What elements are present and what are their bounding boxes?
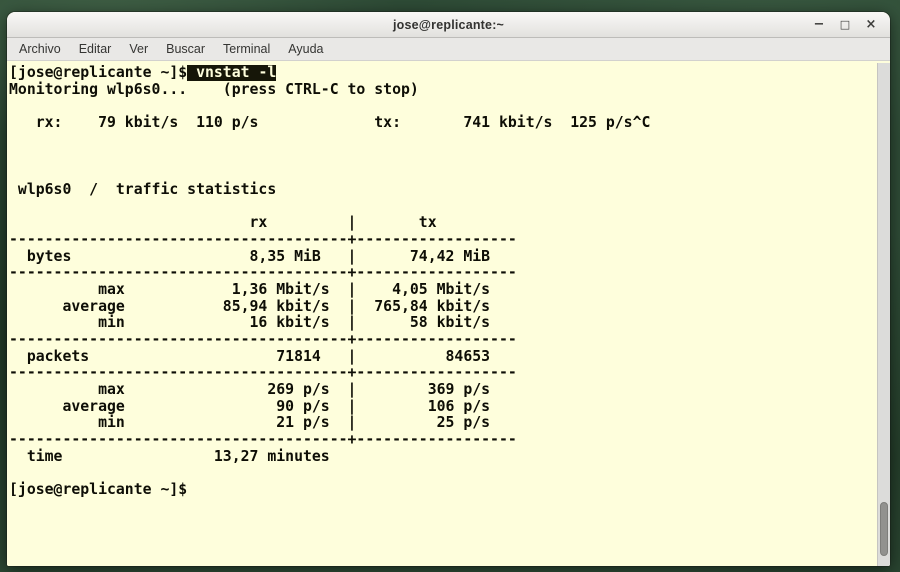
terminal-window: jose@replicante:~ − □ × Archivo Editar Ver… — [7, 12, 890, 566]
terminal-line: rx: 79 kbit/s 110 p/s tx: 741 kbit/s 125… — [9, 114, 875, 132]
menu-item-archivo[interactable]: Archivo — [19, 42, 61, 56]
terminal-text[interactable]: [jose@replicante ~]$ vnstat -l Monitoring… — [9, 65, 875, 566]
terminal-line: bytes 8,35 MiB | 74,42 MiB — [9, 247, 875, 266]
terminal-text-segment: min 21 p/s | 25 p/s — [9, 414, 491, 432]
menu-item-editar[interactable]: Editar — [78, 42, 112, 56]
terminal-text-segment: --------------------------------------+-… — [9, 364, 517, 382]
terminal-text-segment: --------------------------------------+-… — [9, 431, 517, 449]
terminal-line: --------------------------------------+-… — [9, 331, 875, 349]
terminal-text-segment: bytes 8,35 MiB | 74,42 MiB — [9, 247, 491, 265]
close-icon[interactable]: × — [865, 17, 877, 32]
terminal-text-segment: min 16 kbit/s | 58 kbit/s — [9, 314, 491, 332]
terminal-line: [jose@replicante ~]$ — [9, 481, 875, 499]
terminal-text-segment: wlp6s0 / traffic statistics — [9, 180, 277, 198]
terminal-line: wlp6s0 / traffic statistics — [9, 180, 875, 199]
terminal-line: packets 71814 | 84653 — [9, 347, 875, 366]
terminal-line: --------------------------------------+-… — [9, 365, 875, 382]
terminal-screen[interactable]: [jose@replicante ~]$ vnstat -l Monitoring… — [7, 63, 890, 566]
window-title: jose@replicante:~ — [392, 17, 505, 32]
terminal-line — [9, 132, 875, 149]
terminal-text-segment: average 85,94 kbit/s | 765,84 kbit/s — [9, 297, 491, 315]
scrollbar-thumb[interactable] — [880, 502, 888, 556]
terminal-line: time 13,27 minutes — [9, 447, 875, 466]
terminal-line: --------------------------------------+-… — [9, 431, 875, 449]
terminal-text-segment: time 13,27 minutes — [9, 447, 330, 465]
terminal-text-segment: average 90 p/s | 106 p/s — [9, 397, 491, 415]
terminal-line: min 16 kbit/s | 58 kbit/s — [9, 314, 875, 332]
menu-item-buscar[interactable]: Buscar — [166, 42, 206, 56]
terminal-text-segment: --------------------------------------+-… — [9, 331, 517, 348]
scrollbar[interactable] — [877, 63, 890, 566]
maximize-icon[interactable]: □ — [839, 18, 851, 31]
window-controls: − □ × — [810, 16, 890, 34]
terminal-line: max 269 p/s | 369 p/s — [9, 381, 875, 399]
terminal-text-segment: --------------------------------------+-… — [9, 264, 517, 282]
menubar: Archivo Editar Ver Buscar Terminal Ayuda — [7, 38, 890, 61]
terminal-text-segment: max 1,36 Mbit/s | 4,05 Mbit/s — [9, 280, 491, 298]
terminal-line: [jose@replicante ~]$ vnstat -l — [9, 65, 875, 82]
terminal-text-segment: rx | tx — [9, 214, 437, 232]
terminal-text-segment: --------------------------------------+-… — [9, 230, 517, 248]
terminal-line: rx | tx — [9, 214, 875, 232]
menu-item-terminal[interactable]: Terminal — [223, 42, 271, 56]
menu-item-ver[interactable]: Ver — [129, 42, 149, 56]
terminal-text-segment: [jose@replicante ~]$ — [9, 481, 188, 499]
selected-command-text: vnstat -l — [187, 65, 277, 81]
terminal-line — [9, 98, 875, 115]
terminal-text-segment: rx: 79 kbit/s 110 p/s tx: 741 kbit/s 125… — [9, 114, 651, 132]
terminal-line — [9, 148, 875, 165]
terminal-line — [9, 199, 875, 216]
terminal-text-segment: [jose@replicante ~]$ — [9, 65, 188, 81]
terminal-line: --------------------------------------+-… — [9, 230, 875, 249]
terminal-text-segment: packets 71814 | 84653 — [9, 347, 491, 365]
terminal-line: --------------------------------------+-… — [9, 264, 875, 282]
terminal-line: min 21 p/s | 25 p/s — [9, 415, 875, 432]
terminal-line: average 90 p/s | 106 p/s — [9, 397, 875, 416]
terminal-line: Monitoring wlp6s0... (press CTRL-C to st… — [9, 80, 875, 99]
terminal-line — [9, 165, 875, 182]
terminal-line: max 1,36 Mbit/s | 4,05 Mbit/s — [9, 280, 875, 299]
terminal-text-segment: Monitoring wlp6s0... (press CTRL-C to st… — [9, 80, 419, 98]
titlebar[interactable]: jose@replicante:~ − □ × — [7, 12, 890, 38]
terminal-line — [9, 466, 875, 483]
menu-item-ayuda[interactable]: Ayuda — [288, 42, 324, 56]
terminal-line: average 85,94 kbit/s | 765,84 kbit/s — [9, 297, 875, 316]
terminal-text-segment: max 269 p/s | 369 p/s — [9, 381, 491, 399]
minimize-icon[interactable]: − — [813, 17, 825, 32]
